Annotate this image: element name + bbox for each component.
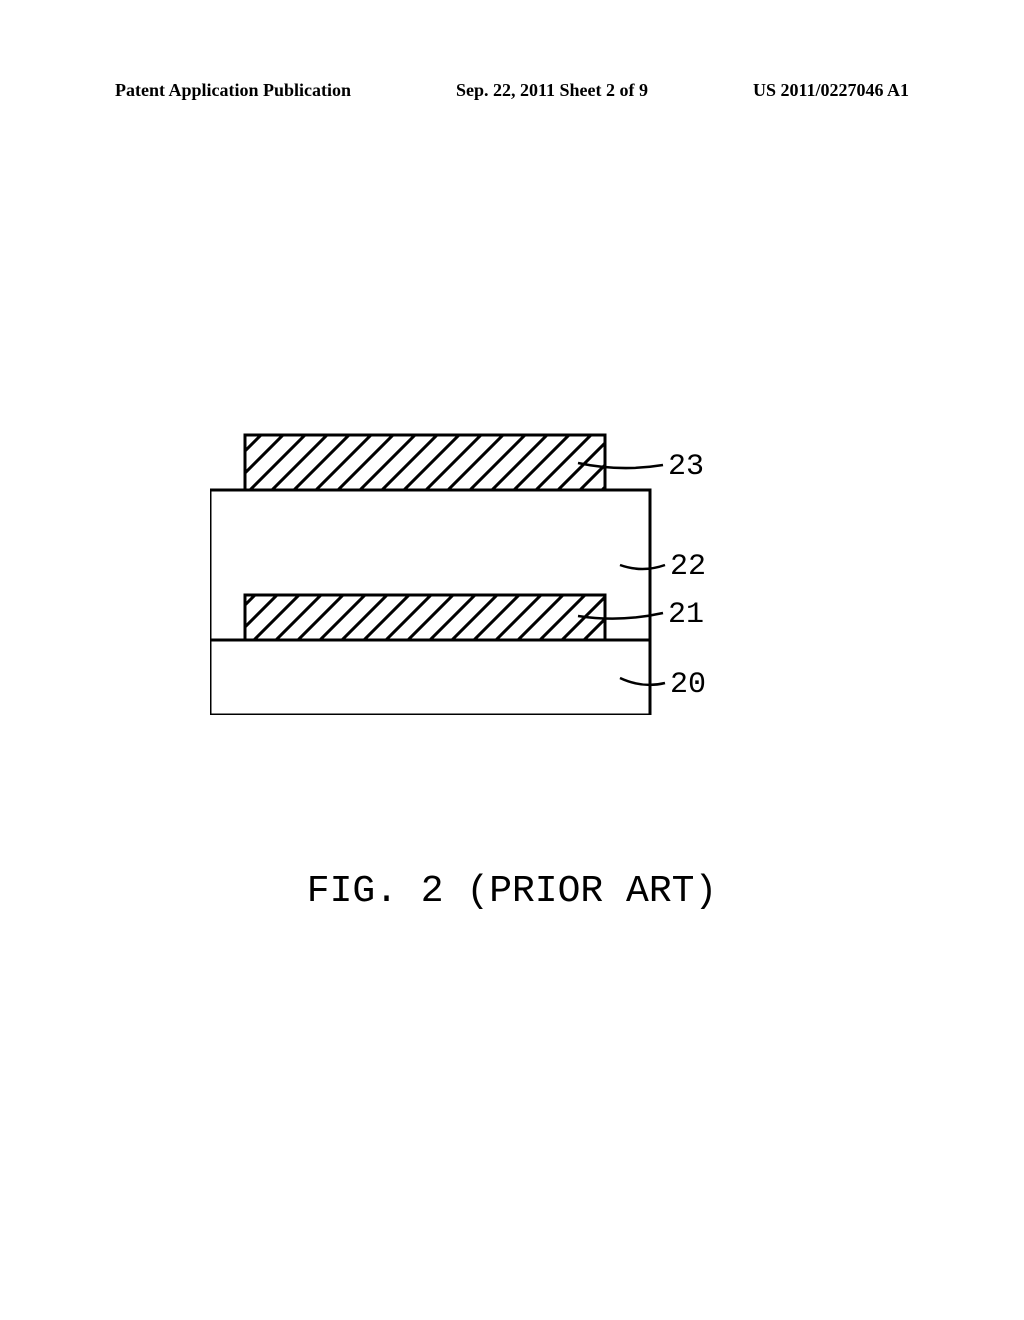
figure-caption: FIG. 2 (PRIOR ART): [0, 870, 1024, 913]
layer-diagram: [210, 420, 690, 715]
layer-label-22: 22: [670, 550, 706, 584]
layer-label-23: 23: [668, 450, 704, 484]
layer-label-21: 21: [668, 598, 704, 632]
header-publication-number: US 2011/0227046 A1: [753, 80, 909, 101]
diagram-svg: [210, 420, 690, 715]
page-header: Patent Application Publication Sep. 22, …: [0, 80, 1024, 101]
header-date-sheet: Sep. 22, 2011 Sheet 2 of 9: [456, 80, 648, 101]
header-publication-type: Patent Application Publication: [115, 80, 351, 101]
layer-label-20: 20: [670, 668, 706, 702]
